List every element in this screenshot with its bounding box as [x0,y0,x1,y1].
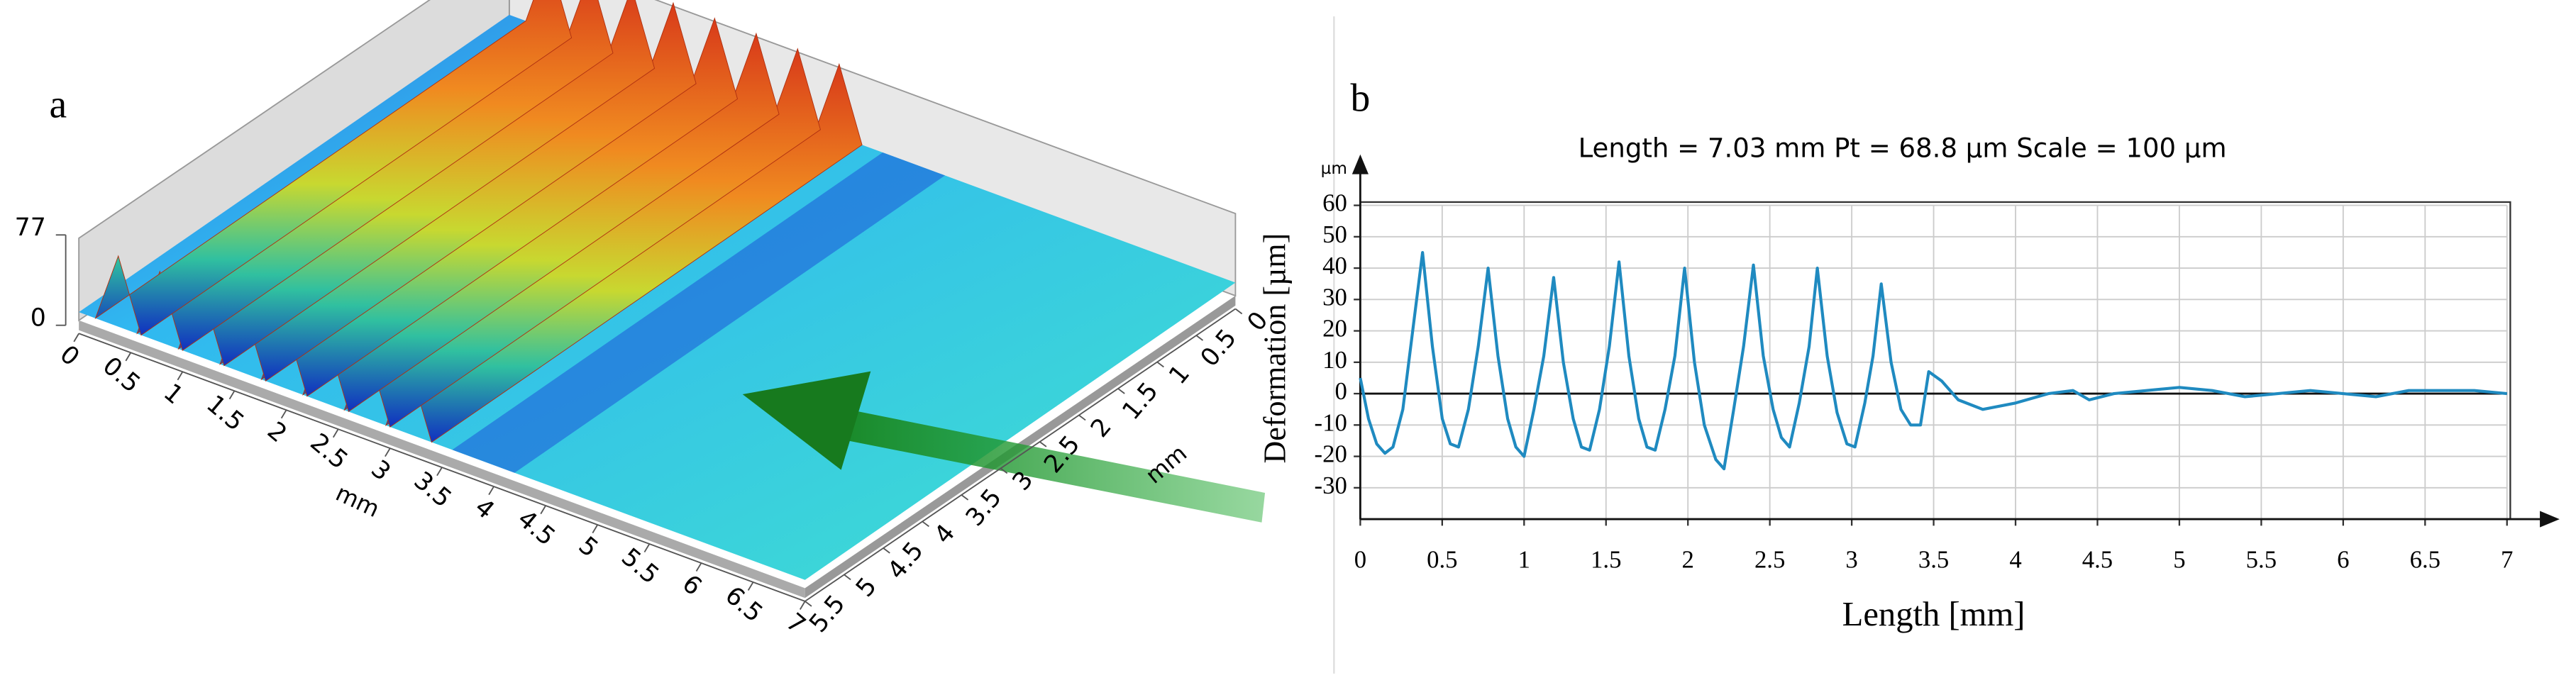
x-tick-label: 7 [2501,545,2513,573]
x-tick-label: 4 [469,493,499,525]
x-tick [488,486,494,496]
x-tick-label: 1 [158,378,189,410]
y-tick [1078,414,1086,421]
y-tick-label: 40 [1322,252,1347,279]
x-tick-label: 6 [2337,545,2349,573]
y-tick [922,521,929,528]
x-tick [747,582,754,591]
x-tick-label: 0.5 [97,352,145,399]
y-tick [805,601,812,607]
y-tick [844,574,851,581]
plot-border [1359,201,2511,521]
y-tick [1195,335,1204,341]
x-tick-label: 3.5 [409,467,457,513]
x-axis-arrow [2540,511,2560,528]
x-tick [643,543,651,553]
x-tick-label: 1 [1518,545,1530,573]
y-tick-label: 30 [1322,283,1347,311]
z-tick-label: 77 [15,213,46,242]
y-tick-label: 60 [1322,189,1347,217]
y-tick-label: 1 [1163,360,1195,390]
y-tick [961,494,969,501]
y-axis-arrow [1351,154,1369,174]
x-unit: mm [332,479,384,523]
y-tick-label: 50 [1322,221,1347,248]
x-tick [385,447,391,457]
x-tick [332,428,339,438]
x-tick-label: 3.5 [1918,545,1949,573]
x-tick-label: 5 [2173,545,2185,573]
arrow-shaft [846,411,1266,523]
y-unit: µm [1321,160,1347,178]
y-tick-label: 0 [1334,377,1347,405]
x-tick [73,333,79,343]
x-tick-label: 1.5 [1591,545,1621,573]
x-tick-label: 3 [1845,545,1857,573]
x-tick [177,371,184,381]
x-tick [280,409,287,419]
x-tick-label: 6 [677,569,707,601]
data-line [1359,250,2507,471]
y-tick [1039,441,1047,447]
y-tick-label: -30 [1315,472,1347,499]
x-tick-label: 4.5 [512,505,560,552]
y-tick-label: 20 [1322,315,1347,343]
arrow-head [742,371,871,470]
x-tick-label: 2.5 [1754,545,1785,573]
x-tick-label: 3 [365,455,396,486]
x-tick-label: 0 [55,340,85,372]
x-tick-label: 4 [2009,545,2021,573]
x-tick [540,505,546,515]
y-tick-label: -10 [1315,408,1347,436]
x-tick [436,467,443,477]
panel-label: b [1350,76,1370,120]
base-side [79,320,805,599]
y-tick [1156,361,1164,368]
y-tick-label: -20 [1315,440,1347,468]
y-tick [883,547,890,554]
panel-b: b Length = 7.03 mm Pt = 68.8 µm Scale = … [1258,76,2560,633]
x-tick [228,390,236,400]
x-tick-label: 5 [573,531,604,563]
blue-band [452,152,945,473]
y-axis-label: Deformation [µm] [1258,233,1293,464]
panel-label: a [49,83,67,127]
y-tick-label: 4 [929,519,961,550]
x-tick-label: 4.5 [2082,545,2113,573]
x-tick [592,524,599,534]
y-tick [1117,388,1125,394]
chart-title: Length = 7.03 mm Pt = 68.8 µm Scale = 10… [1579,133,2227,163]
x-tick-label: 2.5 [304,428,353,475]
y-tick-label: 2 [1085,413,1117,443]
y-axis [805,308,1236,602]
x-axis-label: Length [mm] [1842,595,2025,633]
y-tick-label: 10 [1322,346,1347,374]
y-tick-label: 5 [851,572,883,603]
y-tick [1000,467,1008,474]
x-tick-label: 0.5 [1427,545,1457,573]
z-tick-label: 0 [31,304,46,332]
x-tick [125,352,132,362]
x-tick [695,562,702,572]
x-tick [799,601,806,610]
x-tick-label: 0 [1354,545,1366,573]
y-tick [1234,308,1243,315]
x-tick-label: 7 [780,608,811,640]
x-tick-label: 1.5 [201,390,249,437]
x-tick-label: 5.5 [616,543,664,590]
x-tick-label: 6.5 [719,582,768,628]
x-tick-label: 6.5 [2410,545,2440,573]
ridge [94,0,573,336]
x-tick-label: 2 [262,416,292,448]
panel-a: a 0 0.5 1 1.5 2 2.5 3 3.5 4 4.5 5 5.5 6 6.5 7mm00.511.… [15,0,1273,640]
x-tick-label: 5.5 [2246,545,2277,573]
x-tick-label: 2 [1682,545,1694,573]
